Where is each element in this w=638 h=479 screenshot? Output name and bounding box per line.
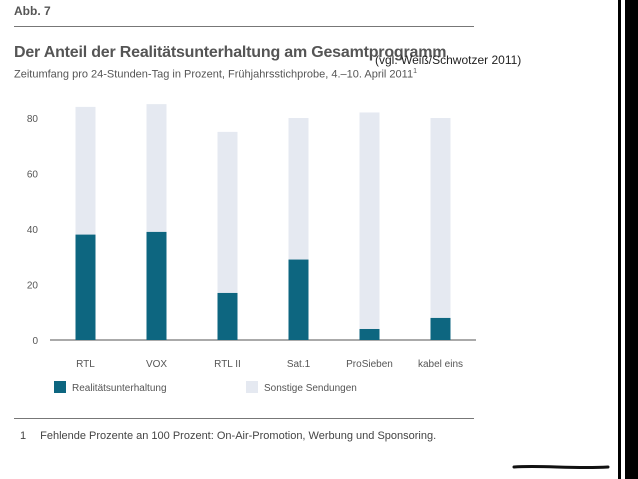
bar-segment-other — [359, 112, 380, 329]
bar-segment-reality — [75, 234, 96, 340]
bottom-rule — [14, 418, 474, 419]
x-tick-label: kabel eins — [418, 359, 463, 370]
bar-segment-reality — [288, 259, 309, 340]
x-tick-label: ProSieben — [346, 359, 393, 370]
subtitle-footnote-mark: 1 — [413, 68, 417, 75]
x-tick-label: Sat.1 — [287, 359, 311, 370]
footnote: 1 Fehlende Prozente an 100 Prozent: On-Ai… — [20, 430, 436, 442]
legend-label: Sonstige Sendungen — [264, 383, 357, 394]
bar-segment-other — [75, 106, 96, 235]
bar-segment-other — [288, 118, 309, 260]
bar-segment-reality — [217, 292, 238, 340]
legend-swatch — [246, 381, 258, 393]
subtitle-text: Zeitumfang pro 24-Stunden-Tag in Prozent… — [14, 68, 414, 81]
bar-segment-other — [146, 104, 167, 232]
bar-segment-other — [217, 131, 238, 293]
x-tick-label: RTL II — [214, 359, 241, 370]
slide-edge-bar — [618, 0, 638, 479]
y-tick-label: 20 — [27, 281, 39, 292]
legend-label: Realitätsunterhaltung — [72, 383, 167, 394]
bar-segment-reality — [146, 231, 167, 340]
bar-chart: 0 20 40 60 80 RTL VOX RTL II Sat.1 ProSieben kabel… — [27, 104, 476, 394]
y-tick-label: 60 — [27, 170, 39, 181]
pen-stroke-mark — [512, 464, 610, 470]
y-tick-label: 0 — [32, 336, 38, 347]
legend-swatch — [54, 381, 66, 393]
chart-title: Der Anteil der Realitätsunterhaltung am … — [14, 44, 447, 61]
footnote-number: 1 — [20, 430, 27, 442]
y-tick-label: 40 — [27, 225, 39, 236]
top-rule — [14, 26, 474, 27]
footnote-text: Fehlende Prozente an 100 Prozent: On-Air… — [40, 430, 437, 442]
y-tick-label: 80 — [27, 114, 39, 125]
bar-segment-other — [430, 118, 451, 318]
bar-segment-reality — [359, 328, 380, 340]
chart-subtitle: Zeitumfang pro 24-Stunden-Tag in Prozent… — [14, 68, 417, 81]
bar-segment-reality — [430, 317, 451, 340]
citation: (vgl. Weiß/Schwotzer 2011) — [375, 53, 522, 67]
figure-label: Abb. 7 — [14, 4, 51, 18]
x-tick-label: RTL — [76, 359, 95, 370]
x-tick-label: VOX — [146, 359, 167, 370]
